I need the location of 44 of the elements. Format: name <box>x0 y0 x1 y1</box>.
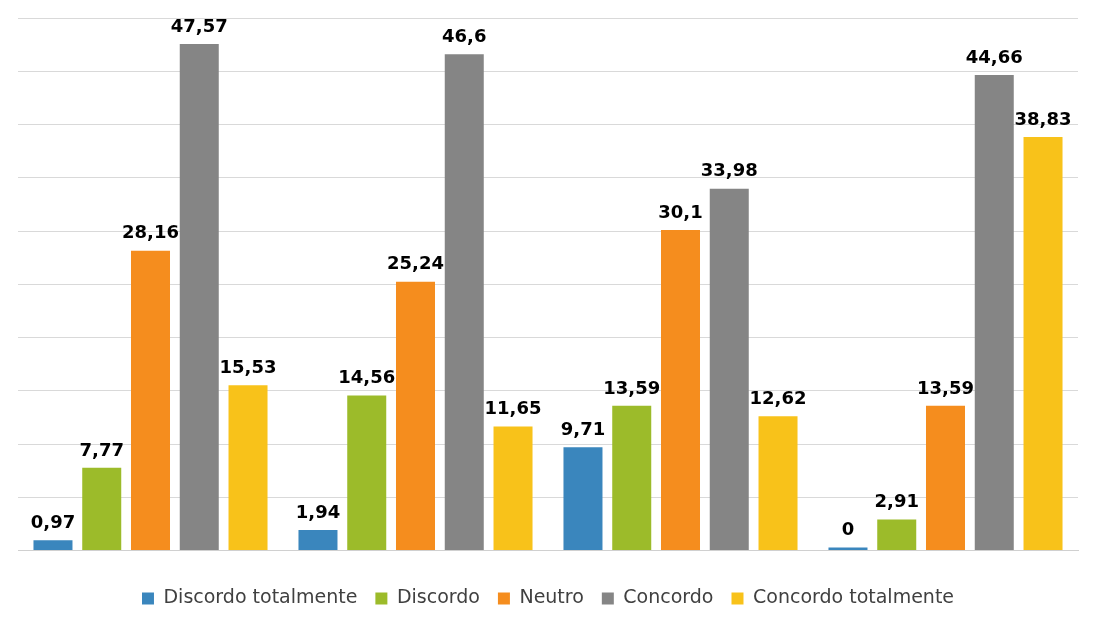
bar <box>298 529 338 551</box>
bar <box>396 281 435 551</box>
data-label: 14,56 <box>338 366 396 388</box>
data-label: 1,94 <box>295 500 341 522</box>
data-label: 7,77 <box>79 438 124 460</box>
data-label: 13,59 <box>917 376 974 398</box>
bar <box>493 426 533 551</box>
bar <box>179 43 219 551</box>
data-label: 9,71 <box>560 417 606 439</box>
legend-label: Concordo <box>623 585 714 608</box>
data-label: 30,1 <box>658 200 703 222</box>
data-label: 0,97 <box>30 510 76 532</box>
data-label: 0 <box>841 518 855 540</box>
data-label: 44,66 <box>965 45 1023 67</box>
data-label: 13,59 <box>603 376 661 398</box>
bar <box>228 385 268 551</box>
bar <box>709 188 749 551</box>
data-label: 46,6 <box>442 24 487 46</box>
data-label: 2,91 <box>874 490 919 512</box>
bar <box>563 447 603 551</box>
bar <box>33 540 73 551</box>
bar <box>444 54 484 551</box>
data-label: 47,57 <box>170 14 228 36</box>
legend-label: Discordo <box>396 585 480 608</box>
data-label: 38,83 <box>1014 107 1072 129</box>
bar <box>974 74 1014 551</box>
data-label: 12,62 <box>749 386 807 408</box>
legend-label: Discordo totalmente <box>163 585 358 608</box>
bar <box>661 229 700 551</box>
data-label: 15,53 <box>219 355 277 377</box>
legend-label: Neutro <box>519 585 584 608</box>
bar <box>926 405 965 551</box>
data-label: 25,24 <box>387 252 444 274</box>
bar <box>758 416 798 551</box>
bar <box>131 250 170 551</box>
data-label: 11,65 <box>484 397 542 419</box>
bar <box>612 405 652 551</box>
bar <box>1023 136 1063 551</box>
data-label: 28,16 <box>122 221 179 243</box>
bar <box>347 395 387 551</box>
legend-label: Concordo totalmente <box>753 585 955 608</box>
data-label: 33,98 <box>700 159 758 181</box>
bar <box>877 519 917 551</box>
bar <box>82 467 122 551</box>
